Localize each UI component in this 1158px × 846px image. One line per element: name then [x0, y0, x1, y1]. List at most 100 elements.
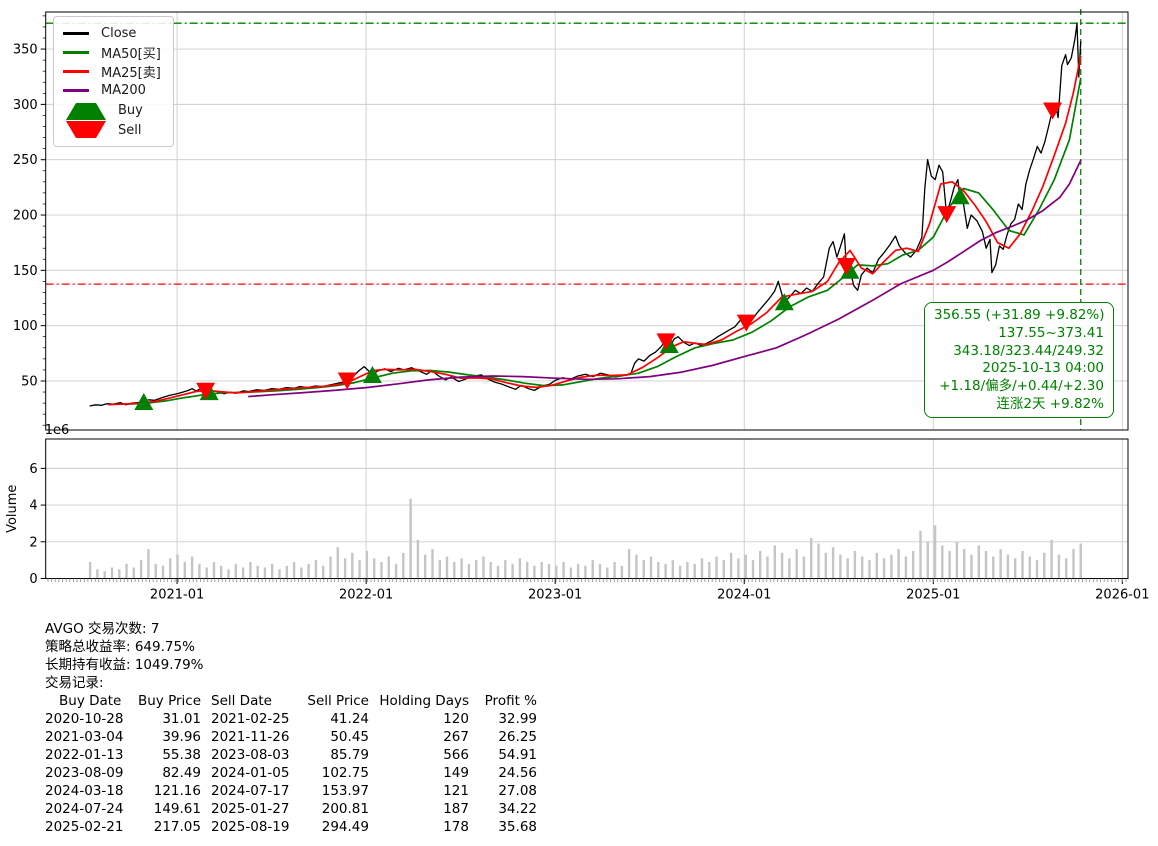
- trades-cell: 39.96: [162, 729, 201, 745]
- volume-bar: [300, 567, 303, 579]
- volume-bar: [263, 567, 267, 579]
- volume-bar: [977, 545, 980, 579]
- trades-cell: 153.97: [321, 783, 369, 799]
- volume-bar: [664, 563, 667, 579]
- trades-header-cell: Profit %: [484, 693, 537, 709]
- volume-bar: [103, 571, 106, 579]
- sell-marker: [656, 333, 676, 351]
- trades-cell: 2021-11-26: [211, 729, 290, 745]
- volume-bar: [540, 562, 543, 579]
- volume-bar: [431, 549, 434, 579]
- volume-bar: [1035, 560, 1039, 579]
- volume-bar: [394, 563, 398, 579]
- trades-cell: 294.49: [321, 819, 369, 835]
- buy-marker: [840, 261, 860, 279]
- volume-bar: [161, 565, 165, 579]
- annotation-line-5: +1.18/偏多/+0.44/+2.30: [939, 378, 1104, 395]
- legend-label-ma50: MA50[买]: [101, 47, 161, 62]
- volume-bar: [576, 563, 580, 579]
- volume-bar: [307, 563, 310, 579]
- trades-table: Buy Date Buy Price Sell Date Sell Price Hold…: [45, 692, 537, 836]
- volume-bar: [358, 560, 361, 579]
- volume-bar: [868, 560, 871, 579]
- gridlines: [45, 12, 1128, 579]
- summary-records-label: 交易记录:: [45, 675, 104, 691]
- volume-bar: [249, 562, 252, 579]
- volume-bar: [686, 562, 689, 579]
- ma25-line: [108, 55, 1082, 406]
- volume-bar: [460, 558, 463, 579]
- buy-marker: [950, 187, 970, 205]
- volume-bar: [737, 558, 740, 579]
- volume-bar: [649, 556, 653, 579]
- summary-block: AVGO 交易次数: 7 策略总收益率: 649.75% 长期持有收益: 104…: [45, 620, 537, 836]
- sell-marker: [1043, 102, 1063, 120]
- volume-bars: [88, 498, 1082, 579]
- volume-bar: [853, 551, 857, 579]
- volume-bar: [271, 563, 274, 579]
- volume-bar: [380, 562, 383, 579]
- last-quote-annotation: 356.55 (+31.89 +9.82%) 137.55~373.41 343.1…: [924, 302, 1114, 418]
- volume-bar: [584, 565, 587, 579]
- legend-label-ma200: MA200: [101, 83, 146, 98]
- volume-bar: [1014, 558, 1017, 579]
- volume-bar: [475, 560, 478, 579]
- trades-cell: 50.45: [330, 729, 369, 745]
- volume-bar: [817, 543, 820, 579]
- legend-item-sell: Sell: [63, 120, 161, 140]
- volume-bar: [824, 552, 827, 579]
- svg-text:2: 2: [29, 535, 37, 550]
- volume-bar: [533, 565, 536, 579]
- volume-bar: [198, 563, 201, 579]
- annotation-line-6: 连涨2天 +9.82%: [996, 395, 1104, 412]
- svg-text:50: 50: [21, 374, 38, 389]
- legend-item-close: Close: [63, 24, 161, 43]
- volume-bar: [227, 569, 230, 579]
- trades-cell: 2023-08-03: [211, 747, 290, 763]
- volume-bar: [926, 541, 929, 579]
- volume-bar: [518, 558, 522, 579]
- close-line-swatch: [63, 32, 89, 35]
- svg-text:150: 150: [13, 264, 38, 279]
- volume-bar: [314, 560, 318, 579]
- volume-bar: [620, 565, 624, 579]
- trades-row: 2022-01-13 55.38 2023-08-03 85.79 566 54.91: [45, 746, 537, 764]
- trades-cell: 2025-08-19: [211, 819, 290, 835]
- volume-bar: [147, 549, 150, 579]
- volume-bar: [984, 551, 988, 579]
- volume-bar: [183, 562, 186, 579]
- volume-bar: [613, 562, 616, 579]
- volume-bar: [336, 547, 339, 579]
- trades-header-cell: Buy Date: [59, 693, 122, 709]
- ma25-line-swatch: [63, 70, 89, 73]
- trades-cell: 217.05: [153, 819, 201, 835]
- sell-marker: [736, 314, 756, 332]
- trades-cell: 34.22: [498, 801, 537, 817]
- svg-text:300: 300: [13, 98, 38, 113]
- trades-cell: 178: [443, 819, 469, 835]
- sell-marker: [937, 206, 957, 224]
- legend-item-ma50: MA50[买]: [63, 43, 161, 62]
- volume-bar: [322, 565, 325, 579]
- volume-bar: [897, 549, 900, 579]
- trades-cell: 121.16: [153, 783, 201, 799]
- legend: Close MA50[买] MA25[卖] MA200 Buy Sell: [53, 16, 174, 147]
- volume-bar: [1072, 549, 1075, 579]
- volume-bar: [700, 558, 704, 579]
- volume-bar: [445, 556, 449, 579]
- x-tick-label: 2026-01: [1095, 588, 1149, 603]
- volume-bar: [831, 547, 835, 579]
- trades-cell: 267: [443, 729, 469, 745]
- volume-bar: [496, 565, 500, 579]
- volume-bar: [438, 560, 441, 579]
- volume-scale-label: 1e6: [45, 423, 70, 438]
- trades-cell: 82.49: [162, 765, 201, 781]
- volume-bar: [948, 551, 951, 579]
- trades-row: 2024-03-18 121.16 2024-07-17 153.97 121 27.08: [45, 782, 537, 800]
- x-tick-label: 2022-01: [339, 588, 393, 603]
- volume-bar: [220, 565, 223, 579]
- volume-bar: [941, 545, 944, 579]
- volume-bar: [453, 562, 456, 579]
- volume-bar: [657, 562, 660, 579]
